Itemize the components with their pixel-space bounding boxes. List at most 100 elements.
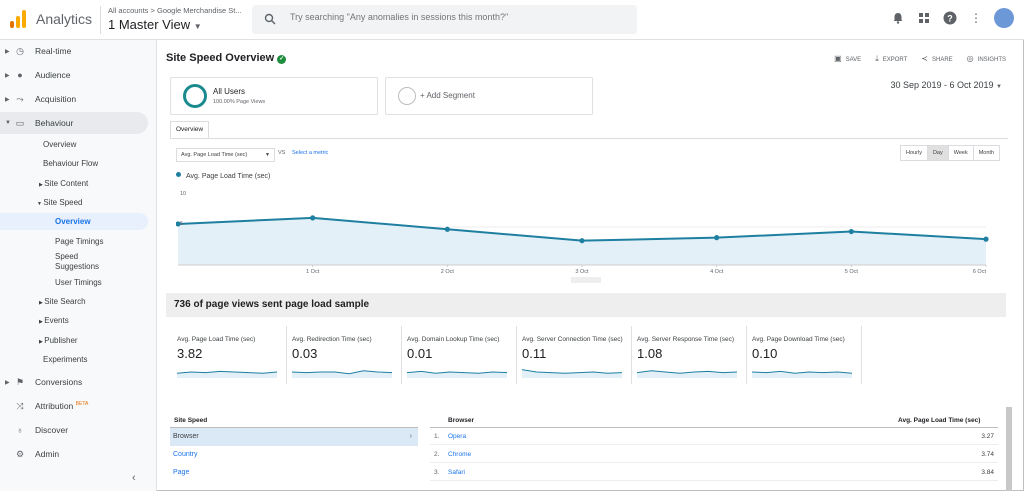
divider: [170, 427, 418, 428]
report-actions: ▣ SAVE ⤓ EXPORT ≺ SHARE ◎ INSIGHTS: [834, 54, 1006, 64]
nav-label: Audience: [35, 70, 71, 80]
tab-overview[interactable]: Overview: [170, 121, 210, 139]
granularity-week[interactable]: Week: [948, 146, 974, 160]
chart-x-tick-label: 6 Oct: [973, 269, 987, 275]
nav-behaviour-flow[interactable]: Behaviour Flow: [43, 159, 99, 168]
chart-x-tick-label: 2 Oct: [441, 269, 455, 275]
save-button[interactable]: ▣ SAVE: [834, 54, 861, 64]
browser-link[interactable]: Opera: [448, 433, 467, 440]
granularity-toggle: Hourly Day Week Month: [900, 145, 1000, 161]
share-icon: ≺: [921, 54, 928, 63]
nav-experiments[interactable]: Experiments: [43, 355, 88, 364]
metric-tile[interactable]: Avg. Server Connection Time (sec) 0.11: [517, 326, 632, 384]
nav-behaviour[interactable]: ▼ ▭ Behaviour: [0, 112, 148, 134]
scrollbar[interactable]: [1006, 407, 1012, 491]
apps-grid-icon[interactable]: [916, 10, 932, 26]
legend-dot-icon: [176, 172, 181, 177]
nav-audience[interactable]: ▶ ● Audience: [0, 64, 157, 86]
metric-sparkline: [522, 369, 622, 378]
svg-text:?: ?: [947, 14, 953, 24]
metric-value: 1.08: [637, 346, 663, 361]
metric-label: Avg. Page Download Time (sec): [752, 336, 845, 343]
expand-arrow-icon: ▶: [39, 182, 45, 188]
metric-value: 0.11: [522, 346, 547, 361]
nav-site-speed[interactable]: ▼ Site Speed: [37, 198, 82, 207]
tab-divider: [170, 138, 1008, 139]
metric-dropdown[interactable]: Avg. Page Load Time (sec) ▼: [176, 148, 275, 162]
chart-y-tick-label: 5: [180, 221, 183, 227]
metric-tile[interactable]: Avg. Page Load Time (sec) 3.82: [172, 326, 287, 384]
nav-label: Real-time: [35, 46, 72, 56]
nav-site-search[interactable]: ▶ Site Search: [39, 297, 86, 306]
account-avatar[interactable]: [994, 8, 1014, 28]
dimension-browser[interactable]: Browser ›: [170, 428, 418, 446]
nav-admin[interactable]: ⚙ Admin: [0, 443, 157, 465]
add-segment-button[interactable]: + Add Segment: [385, 77, 593, 115]
app-name: Analytics: [36, 11, 93, 27]
browser-link[interactable]: Safari: [448, 469, 465, 476]
browser-link[interactable]: Chrome: [448, 451, 472, 458]
sparkline-line: [637, 370, 737, 374]
help-icon[interactable]: ?: [942, 10, 958, 26]
segment-all-users[interactable]: All Users 100.00% Page Views: [170, 77, 378, 115]
search-icon: [264, 13, 276, 25]
nav-acquisition[interactable]: ▶ ⤳ Acquisition: [0, 88, 157, 110]
divider: [430, 427, 998, 428]
view-name: 1 Master View: [108, 17, 191, 32]
nav-label: Conversions: [35, 377, 83, 387]
top-bar: Analytics All accounts > Google Merchand…: [0, 0, 1024, 40]
export-button[interactable]: ⤓ EXPORT: [875, 54, 907, 64]
metric-label: Avg. Page Load Time (sec): [177, 336, 256, 343]
clock-icon: ◷: [16, 45, 24, 56]
share-button[interactable]: ≺ SHARE: [921, 54, 952, 64]
granularity-day[interactable]: Day: [927, 146, 949, 160]
metric-tile[interactable]: Avg. Server Response Time (sec) 1.08: [632, 326, 747, 384]
nav-attribution[interactable]: ⤨ Attribution BETA: [0, 395, 157, 417]
analytics-logo[interactable]: [10, 10, 28, 28]
nav-behaviour-overview[interactable]: Overview: [43, 140, 77, 149]
caret-down-icon: ▼: [193, 22, 202, 31]
row-value: 3.84: [981, 469, 994, 476]
date-range-picker[interactable]: 30 Sep 2019 - 6 Oct 2019 ▼: [890, 80, 1002, 90]
metric-tile[interactable]: Avg. Domain Lookup Time (sec) 0.01: [402, 326, 517, 384]
metric-tile[interactable]: Avg. Redirection Time (sec) 0.03: [287, 326, 402, 384]
nav-events[interactable]: ▶ Events: [39, 316, 69, 325]
verified-check-icon: ✓: [277, 55, 287, 64]
segment-share: 100.00% Page Views: [213, 99, 266, 105]
page-title: Site Speed Overview ✓: [166, 52, 287, 64]
nav-conversions[interactable]: ▶ ⚑ Conversions: [0, 371, 157, 393]
granularity-month[interactable]: Month: [973, 146, 999, 160]
nav-publisher[interactable]: ▶ Publisher: [39, 336, 78, 345]
nav-speed-suggestions[interactable]: Speed Suggestions: [55, 252, 99, 272]
chart-point: [176, 221, 181, 227]
nav-user-timings[interactable]: User Timings: [55, 278, 102, 287]
nav-site-speed-overview[interactable]: Overview: [0, 213, 148, 230]
search-input[interactable]: [290, 12, 620, 22]
insights-button[interactable]: ◎ INSIGHTS: [967, 54, 1006, 64]
notifications-bell-icon[interactable]: [890, 10, 906, 26]
nav-discover[interactable]: ♁ Discover: [0, 419, 157, 441]
empty-segment-circle-icon: [398, 87, 416, 105]
metric-value: 3.82: [177, 346, 203, 361]
chart-point: [310, 215, 316, 221]
expand-arrow-icon: ▶: [5, 48, 10, 55]
save-label: SAVE: [845, 57, 862, 63]
nav-site-content[interactable]: ▶ Site Content: [39, 179, 88, 188]
sidebar: ▶ ◷ Real-time ▶ ● Audience ▶ ⤳ Acquisiti…: [0, 40, 157, 491]
nav-page-timings[interactable]: Page Timings: [55, 237, 104, 246]
account-breadcrumb[interactable]: All accounts > Google Merchandise St...: [108, 6, 242, 15]
dimension-page[interactable]: Page: [173, 469, 190, 476]
collapse-sidebar-chevron-icon[interactable]: ‹: [132, 472, 136, 484]
select-metric-link[interactable]: Select a metric: [292, 150, 329, 156]
search-box[interactable]: [252, 5, 637, 34]
more-vert-icon[interactable]: ⋮: [970, 11, 982, 25]
granularity-hourly[interactable]: Hourly: [901, 146, 928, 160]
view-selector[interactable]: 1 Master View ▼: [108, 17, 202, 32]
expand-arrow-icon: ▶: [5, 72, 10, 79]
nav-realtime[interactable]: ▶ ◷ Real-time: [0, 40, 157, 62]
page-title-text: Site Speed Overview: [166, 52, 275, 64]
dimension-country[interactable]: Country: [173, 451, 198, 458]
nav-label: Events: [44, 316, 69, 325]
nav-label: Behaviour: [35, 118, 74, 128]
metric-tile[interactable]: Avg. Page Download Time (sec) 0.10: [747, 326, 862, 384]
